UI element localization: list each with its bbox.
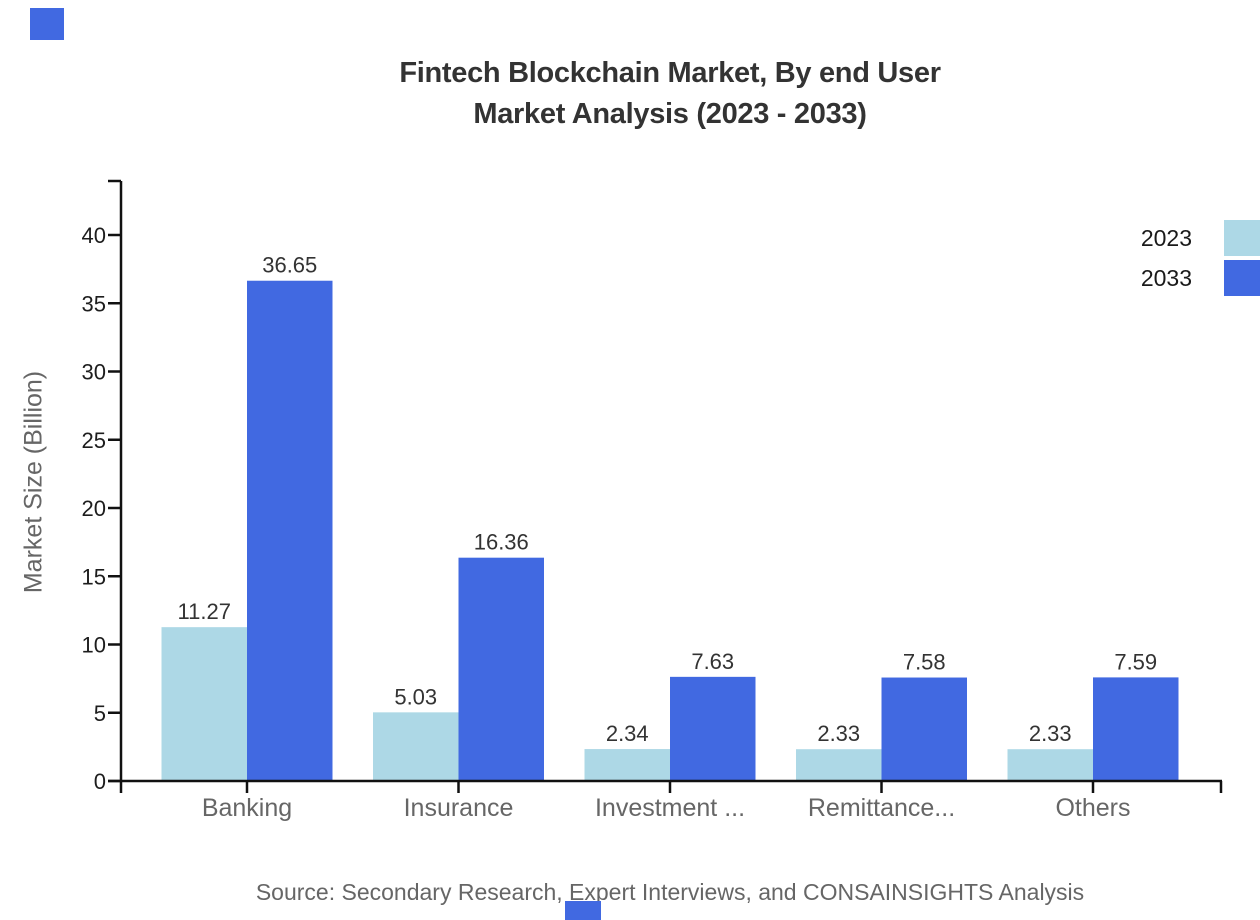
x-category-label: Banking xyxy=(202,794,292,822)
bar-2023-4 xyxy=(1007,749,1093,781)
legend-swatch xyxy=(1224,220,1260,256)
y-axis-title-text: Market Size (Billion) xyxy=(19,370,48,594)
x-category-label: Investment ... xyxy=(595,794,745,822)
y-tick-label: 35 xyxy=(82,291,106,316)
bar-value-label: 2.33 xyxy=(817,721,860,746)
bar-value-label: 11.27 xyxy=(178,599,231,624)
legend-row-2023: 2023 xyxy=(1141,220,1260,256)
y-tick-label: 30 xyxy=(82,360,106,385)
bar-2033-3 xyxy=(881,677,967,781)
decor-square-bottom xyxy=(565,901,601,920)
bar-value-label: 2.34 xyxy=(606,721,649,746)
chart-legend: 2023 2033 xyxy=(1141,220,1260,300)
y-tick-label: 10 xyxy=(82,633,106,658)
bar-2033-0 xyxy=(247,280,333,781)
bar-value-label: 7.63 xyxy=(691,649,734,674)
legend-swatch xyxy=(1224,260,1260,296)
bar-2033-4 xyxy=(1093,677,1179,781)
bar-value-label: 16.36 xyxy=(474,530,529,555)
chart-title: Fintech Blockchain Market, By end User M… xyxy=(80,53,1260,135)
bar-2023-2 xyxy=(584,749,670,781)
legend-row-2033: 2033 xyxy=(1141,260,1260,296)
chart-title-line1: Fintech Blockchain Market, By end User xyxy=(399,57,941,89)
bar-value-label: 36.65 xyxy=(262,253,317,278)
bar-2023-0 xyxy=(161,627,247,781)
x-category-label: Others xyxy=(1055,794,1130,822)
y-tick-label: 25 xyxy=(82,428,106,453)
x-category-label: Remittance... xyxy=(808,794,955,822)
bar-2023-1 xyxy=(373,712,459,781)
y-tick-label: 20 xyxy=(82,496,106,521)
bar-2033-1 xyxy=(458,557,544,781)
source-note: Source: Secondary Research, Expert Inter… xyxy=(255,879,1085,905)
y-tick-label: 0 xyxy=(94,769,106,794)
bar-value-label: 2.33 xyxy=(1029,721,1072,746)
bar-value-label: 5.03 xyxy=(394,684,437,709)
bar-value-label: 7.59 xyxy=(1114,649,1157,674)
legend-label: 2033 xyxy=(1140,265,1192,291)
bar-2033-2 xyxy=(670,676,756,781)
decor-square-top-left xyxy=(30,8,64,40)
legend-label: 2023 xyxy=(1140,225,1192,251)
y-tick-label: 40 xyxy=(82,223,106,248)
y-tick-label: 15 xyxy=(82,564,106,589)
bar-value-label: 7.58 xyxy=(903,650,946,675)
x-category-label: Insurance xyxy=(404,794,514,822)
y-tick-label: 5 xyxy=(94,701,106,726)
bar-2023-3 xyxy=(796,749,882,781)
chart-title-line2: Market Analysis (2023 - 2033) xyxy=(473,98,867,130)
